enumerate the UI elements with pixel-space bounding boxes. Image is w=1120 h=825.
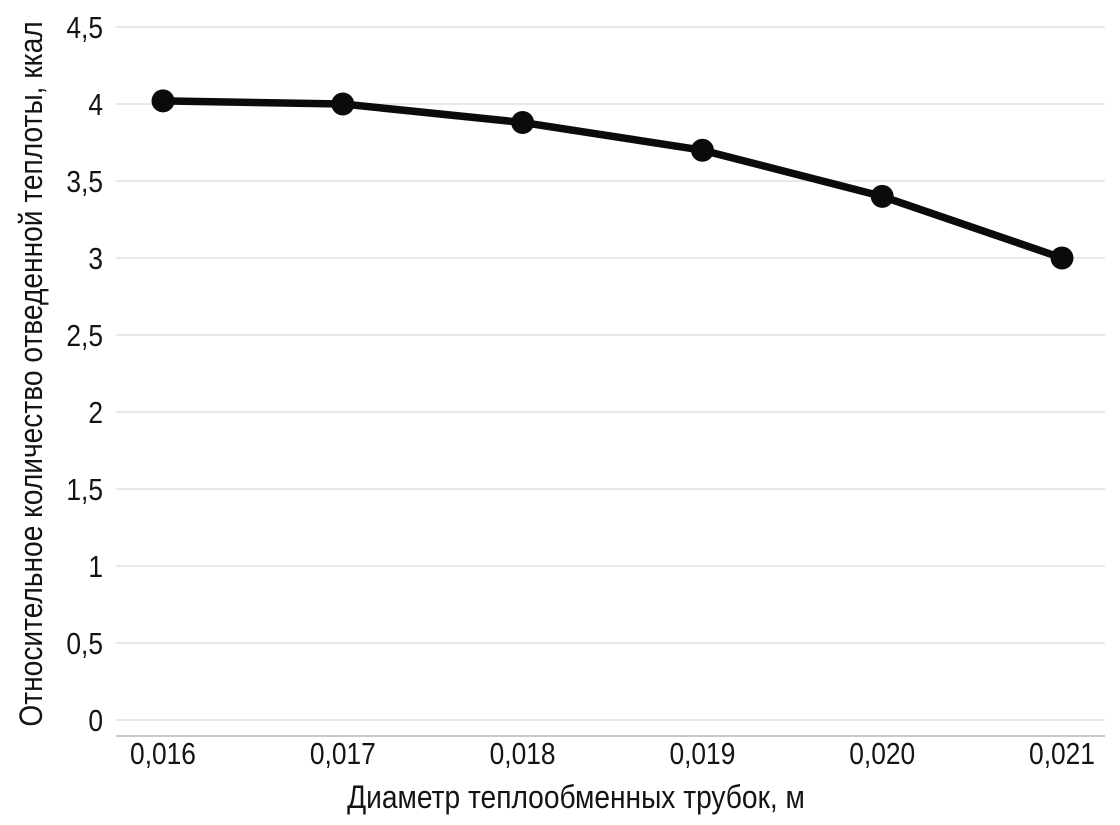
y-axis-tick-labels: 0 0,5 1 1,5 2 2,5 3 3,5 4 4,5 (66, 11, 103, 738)
y-tick-label: 0,5 (66, 627, 103, 661)
data-point-marker (331, 92, 355, 116)
y-tick-label: 1,5 (66, 473, 103, 507)
x-tick-label: 0,016 (130, 737, 196, 771)
data-point-marker (1050, 246, 1074, 270)
x-tick-label: 0,018 (490, 737, 556, 771)
data-point-marker (151, 89, 175, 113)
data-point-marker (690, 138, 714, 162)
data-point-marker (511, 110, 535, 134)
x-tick-label: 0,020 (849, 737, 915, 771)
y-tick-label: 0 (88, 704, 103, 738)
y-tick-label: 2,5 (66, 319, 103, 353)
data-point-marker (870, 184, 894, 208)
series-heat-line (151, 89, 1074, 270)
y-tick-label: 4 (88, 88, 103, 122)
x-tick-label: 0,019 (669, 737, 735, 771)
x-tick-label: 0,021 (1029, 737, 1095, 771)
series-line (159, 97, 1066, 262)
x-axis-tick-labels: 0,016 0,017 0,018 0,019 0,020 0,021 (130, 737, 1095, 771)
y-tick-label: 1 (88, 550, 103, 584)
x-tick-label: 0,017 (310, 737, 376, 771)
y-tick-label: 4,5 (66, 11, 103, 45)
y-tick-label: 3,5 (66, 165, 103, 199)
y-tick-label: 3 (88, 242, 103, 276)
gridlines (116, 26, 1105, 721)
y-tick-label: 2 (88, 396, 103, 430)
y-axis-title: Относительное количество отведенной тепл… (14, 21, 49, 726)
x-axis-title: Диаметр теплообменных трубок, м (347, 780, 805, 815)
